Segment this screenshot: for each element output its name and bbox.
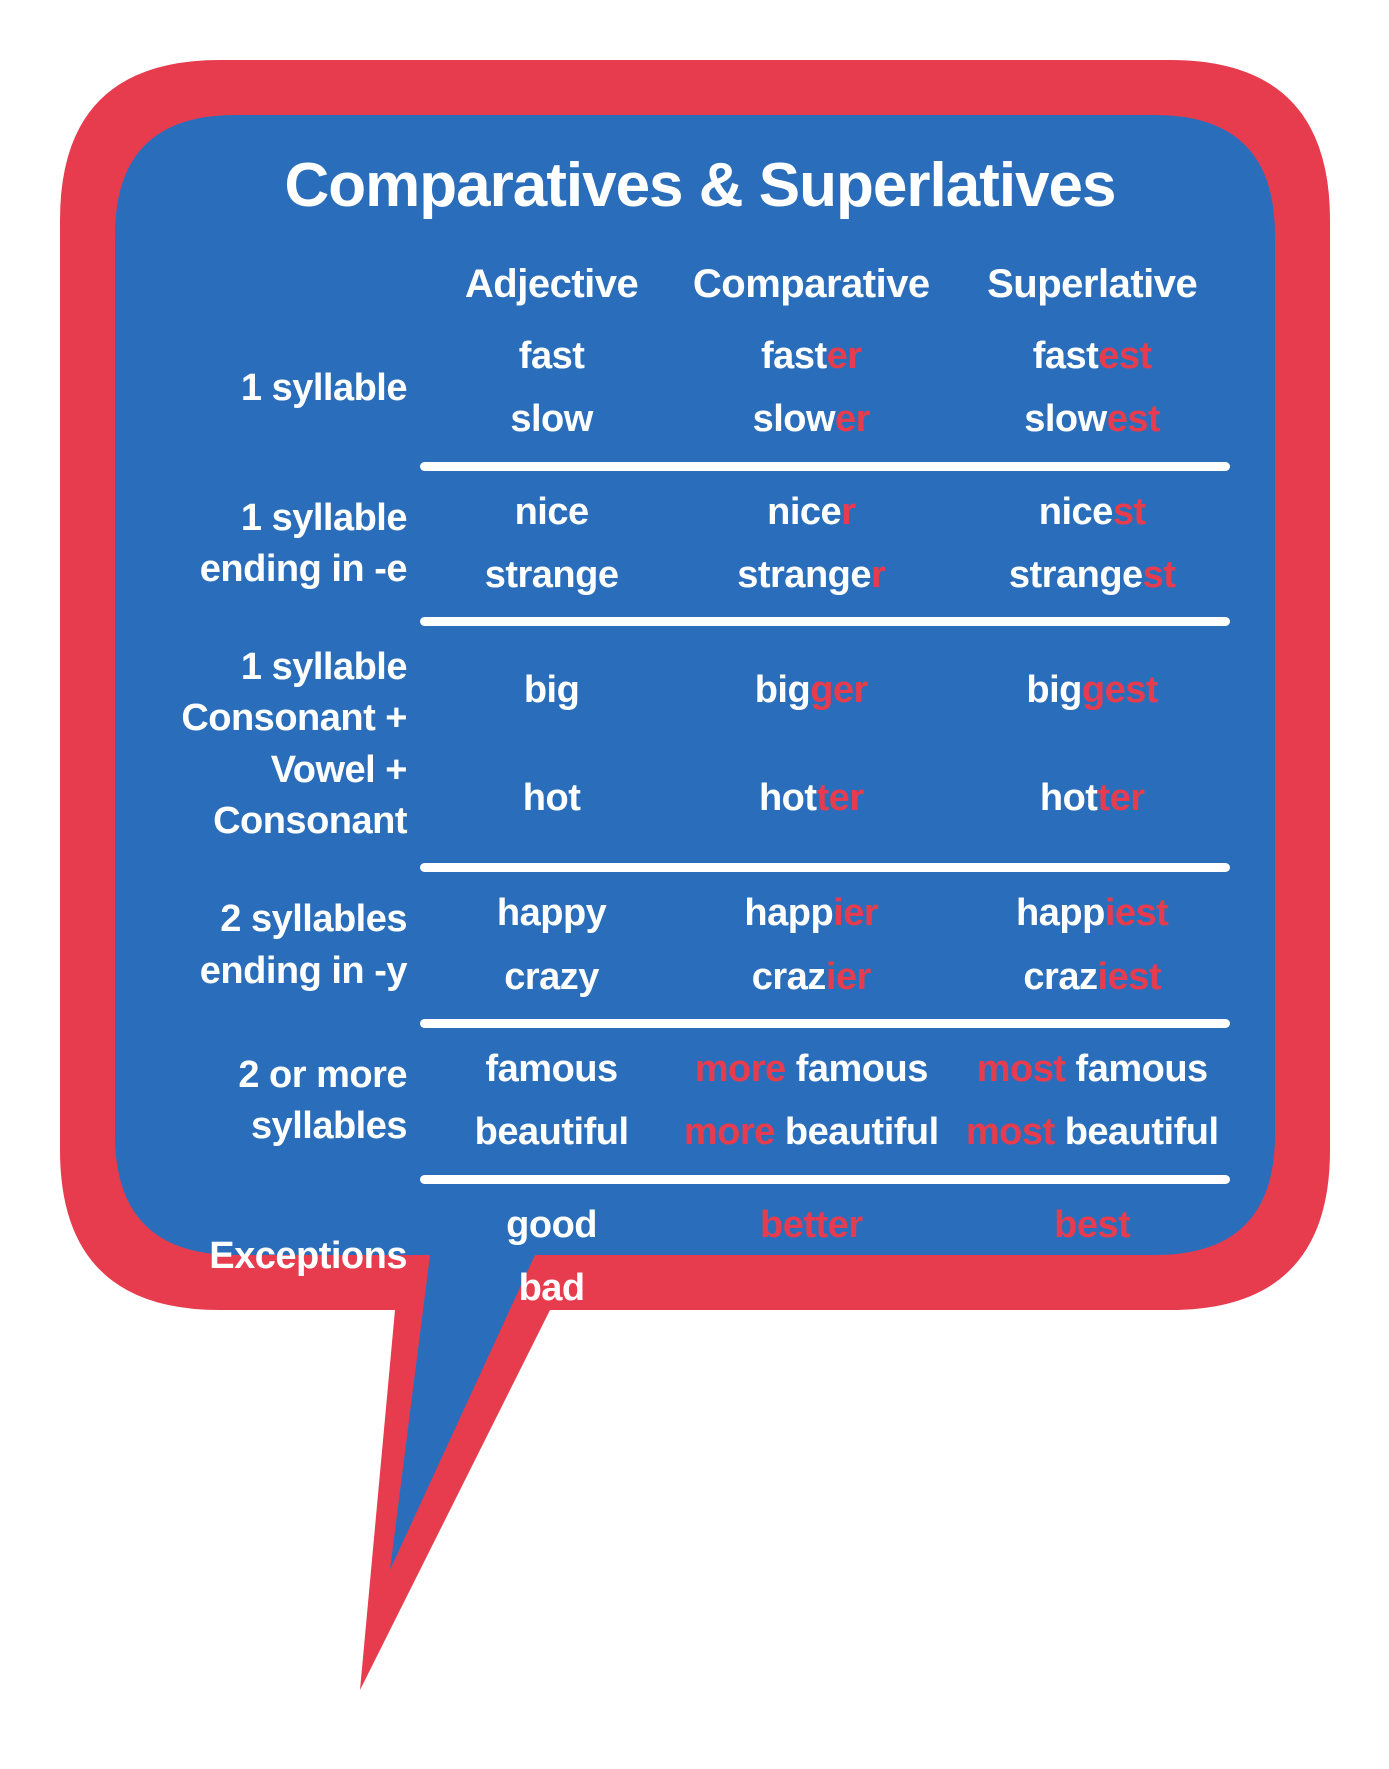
superlative-cell: nicest <box>954 481 1230 544</box>
header-category <box>170 251 435 325</box>
table-body: 1 syllablefastfasterfastestslowslowerslo… <box>170 325 1230 1320</box>
superlative-cell: slowest <box>954 388 1230 451</box>
table-row: 1 syllableending in -enicenicernicest <box>170 481 1230 544</box>
divider-bar <box>420 1175 1230 1184</box>
comparative-cell: nicer <box>668 481 954 544</box>
divider-row <box>170 1009 1230 1038</box>
divider-bar <box>420 462 1230 471</box>
superlative-cell: most beautiful <box>954 1101 1230 1164</box>
category-cell: 2 or moresyllables <box>170 1038 435 1165</box>
comparative-cell: more beautiful <box>668 1101 954 1164</box>
comparative-cell: crazier <box>668 946 954 1009</box>
superlative-cell: fastest <box>954 325 1230 388</box>
adjective-cell: fast <box>435 325 668 388</box>
comparative-cell: bigger <box>668 636 954 745</box>
adjective-cell: bad <box>435 1257 668 1320</box>
adjective-cell: famous <box>435 1038 668 1101</box>
divider-row <box>170 853 1230 882</box>
comparative-cell: hotter <box>668 745 954 854</box>
comparative-cell: more famous <box>668 1038 954 1101</box>
content-area: Comparatives & Superlatives Adjective Co… <box>170 150 1230 1379</box>
divider-bar <box>420 617 1230 626</box>
adjective-cell: good <box>435 1194 668 1257</box>
grammar-table: Adjective Comparative Superlative 1 syll… <box>170 251 1230 1320</box>
header-comparative: Comparative <box>668 251 954 325</box>
adjective-cell: strange <box>435 544 668 607</box>
comparative-cell: better <box>668 1194 954 1257</box>
footer-credit: englishacademy101 <box>170 1348 1230 1379</box>
header-adjective: Adjective <box>435 251 668 325</box>
superlative-cell: hotter <box>954 745 1230 854</box>
table-row: 1 syllable Consonant +Vowel +Consonantbi… <box>170 636 1230 745</box>
category-cell: 1 syllable <box>170 325 435 452</box>
adjective-cell: nice <box>435 481 668 544</box>
speech-bubble: Comparatives & Superlatives Adjective Co… <box>60 60 1330 1705</box>
category-cell: 2 syllablesending in -y <box>170 882 435 1009</box>
divider-row <box>170 452 1230 481</box>
adjective-cell: big <box>435 636 668 745</box>
divider-row <box>170 1165 1230 1194</box>
superlative-cell: craziest <box>954 946 1230 1009</box>
comparative-cell: faster <box>668 325 954 388</box>
table-row: Exceptionsgoodbetterbest <box>170 1194 1230 1257</box>
header-superlative: Superlative <box>954 251 1230 325</box>
divider-bar <box>420 1019 1230 1028</box>
category-cell: 1 syllableending in -e <box>170 481 435 608</box>
comparative-cell: happier <box>668 882 954 945</box>
adjective-cell: beautiful <box>435 1101 668 1164</box>
table-row: 2 syllablesending in -yhappyhappierhappi… <box>170 882 1230 945</box>
adjective-cell: slow <box>435 388 668 451</box>
category-cell: Exceptions <box>170 1194 435 1321</box>
category-cell: 1 syllable Consonant +Vowel +Consonant <box>170 636 435 853</box>
table-row: 1 syllablefastfasterfastest <box>170 325 1230 388</box>
adjective-cell: happy <box>435 882 668 945</box>
title: Comparatives & Superlatives <box>170 150 1230 221</box>
superlative-cell: biggest <box>954 636 1230 745</box>
adjective-cell: hot <box>435 745 668 854</box>
adjective-cell: crazy <box>435 946 668 1009</box>
superlative-cell: best <box>954 1194 1230 1257</box>
divider-row <box>170 607 1230 636</box>
header-row: Adjective Comparative Superlative <box>170 251 1230 325</box>
table-row: 2 or moresyllablesfamousmore famousmost … <box>170 1038 1230 1101</box>
superlative-cell: strangest <box>954 544 1230 607</box>
divider-bar <box>420 863 1230 872</box>
superlative-cell: happiest <box>954 882 1230 945</box>
comparative-cell: worse <box>668 1257 954 1320</box>
comparative-cell: slower <box>668 388 954 451</box>
superlative-cell: worst <box>954 1257 1230 1320</box>
superlative-cell: most famous <box>954 1038 1230 1101</box>
comparative-cell: stranger <box>668 544 954 607</box>
